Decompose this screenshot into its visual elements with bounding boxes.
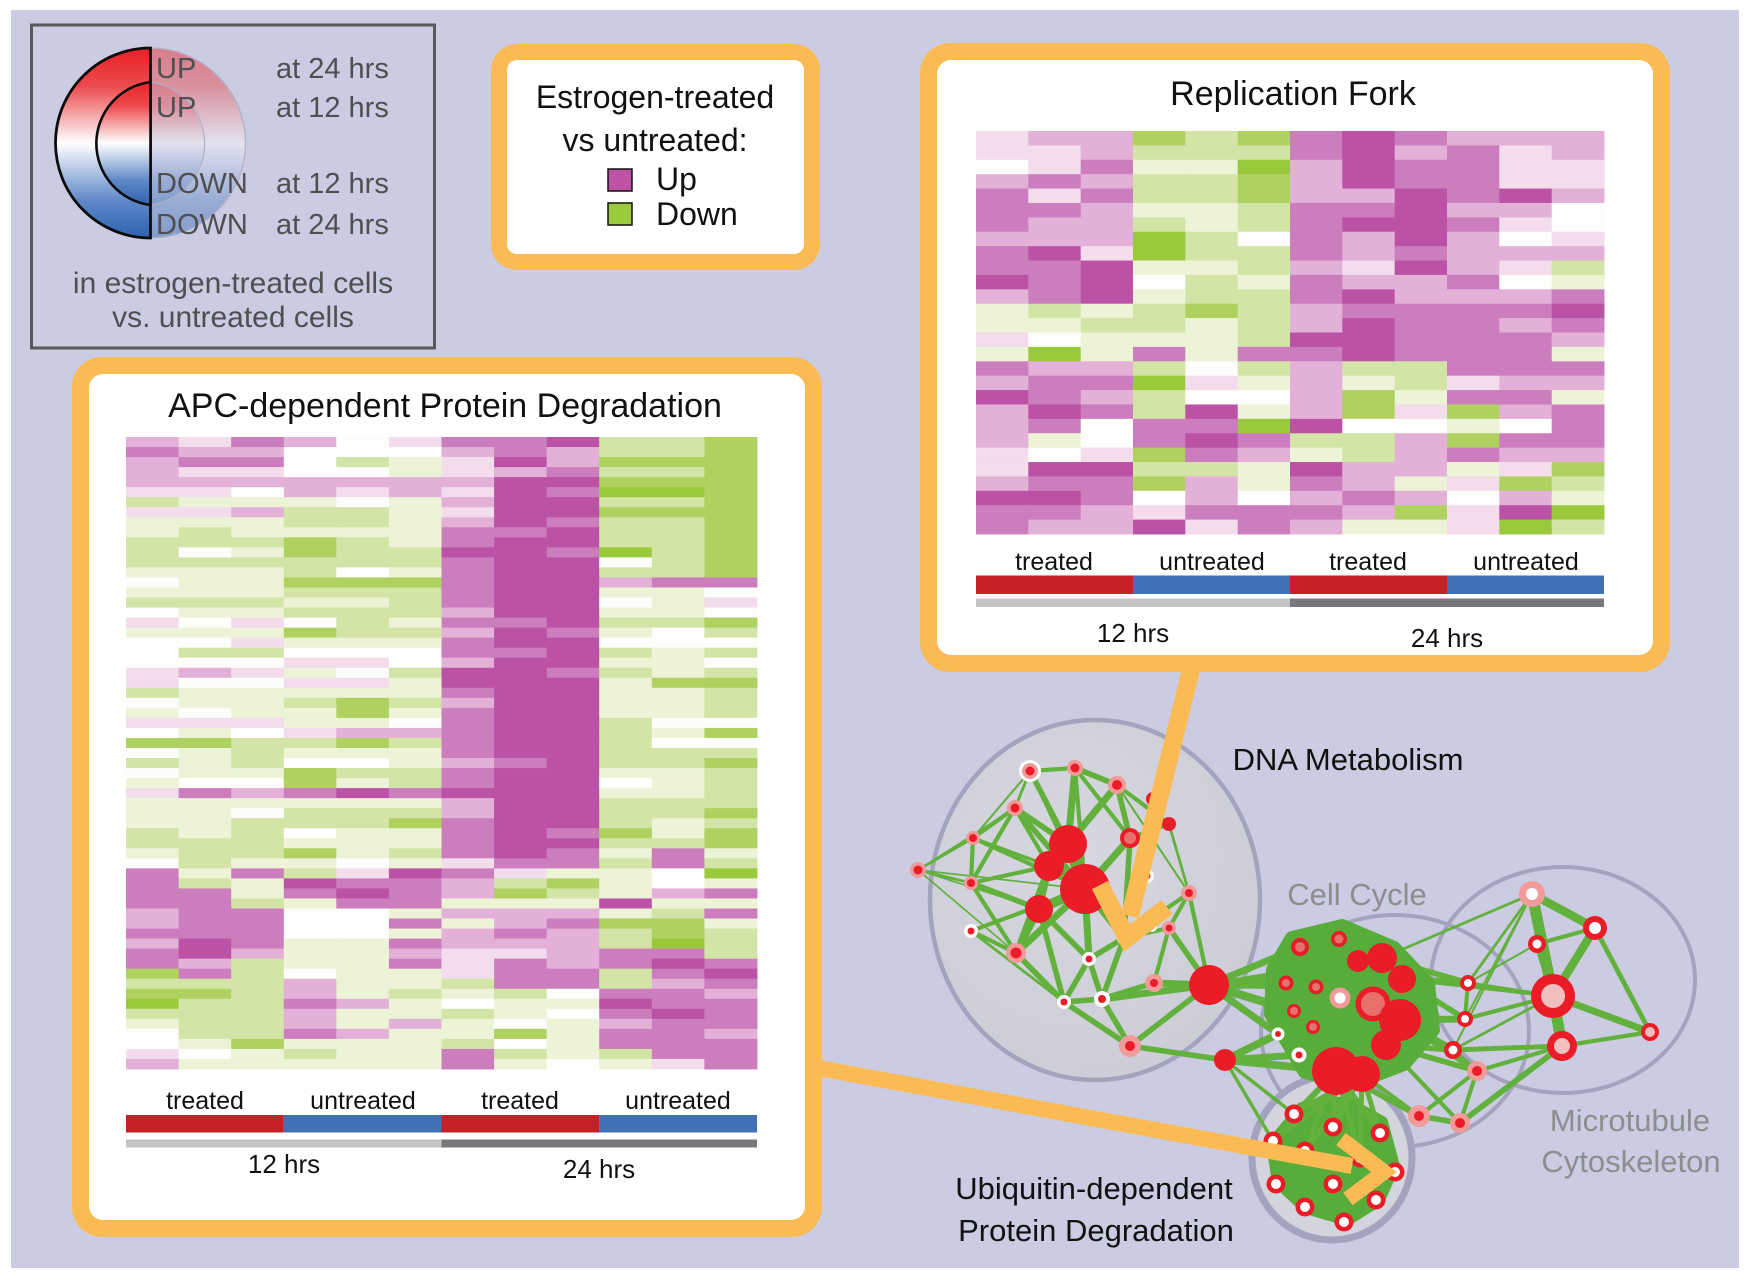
svg-text:DOWN: DOWN	[156, 168, 248, 200]
svg-text:treated: treated	[1015, 548, 1093, 576]
svg-text:24 hrs: 24 hrs	[1411, 623, 1483, 653]
svg-text:untreated: untreated	[310, 1087, 416, 1115]
svg-text:untreated: untreated	[1473, 548, 1579, 576]
svg-text:DNA Metabolism: DNA Metabolism	[1233, 742, 1464, 777]
svg-text:vs. untreated cells: vs. untreated cells	[112, 301, 354, 334]
svg-text:UP: UP	[156, 53, 196, 85]
svg-text:APC-dependent Protein Degradat: APC-dependent Protein Degradation	[168, 387, 722, 425]
svg-text:in estrogen-treated cells: in estrogen-treated cells	[73, 267, 393, 300]
svg-text:Down: Down	[656, 196, 738, 232]
svg-text:24 hrs: 24 hrs	[563, 1154, 635, 1184]
svg-text:treated: treated	[481, 1087, 559, 1115]
svg-text:Replication Fork: Replication Fork	[1170, 75, 1417, 113]
svg-text:treated: treated	[1329, 548, 1407, 576]
svg-text:at 24 hrs: at 24 hrs	[276, 209, 389, 241]
svg-text:treated: treated	[166, 1087, 244, 1115]
svg-text:Microtubule: Microtubule	[1550, 1103, 1710, 1138]
svg-text:untreated: untreated	[1159, 548, 1265, 576]
svg-text:at 24 hrs: at 24 hrs	[276, 53, 389, 85]
svg-text:DOWN: DOWN	[156, 209, 248, 241]
svg-text:untreated: untreated	[625, 1087, 731, 1115]
svg-text:vs untreated:: vs untreated:	[563, 122, 748, 158]
svg-text:Cytoskeleton: Cytoskeleton	[1541, 1144, 1720, 1179]
svg-text:at 12 hrs: at 12 hrs	[276, 92, 389, 124]
svg-text:Estrogen-treated: Estrogen-treated	[536, 79, 774, 115]
svg-text:Protein Degradation: Protein Degradation	[958, 1213, 1234, 1248]
svg-text:12 hrs: 12 hrs	[1097, 618, 1169, 648]
svg-text:at 12 hrs: at 12 hrs	[276, 168, 389, 200]
svg-text:Cell Cycle: Cell Cycle	[1287, 877, 1427, 912]
svg-text:12 hrs: 12 hrs	[248, 1149, 320, 1179]
svg-text:Up: Up	[656, 161, 697, 197]
svg-text:Ubiquitin-dependent: Ubiquitin-dependent	[955, 1171, 1233, 1206]
svg-text:UP: UP	[156, 92, 196, 124]
